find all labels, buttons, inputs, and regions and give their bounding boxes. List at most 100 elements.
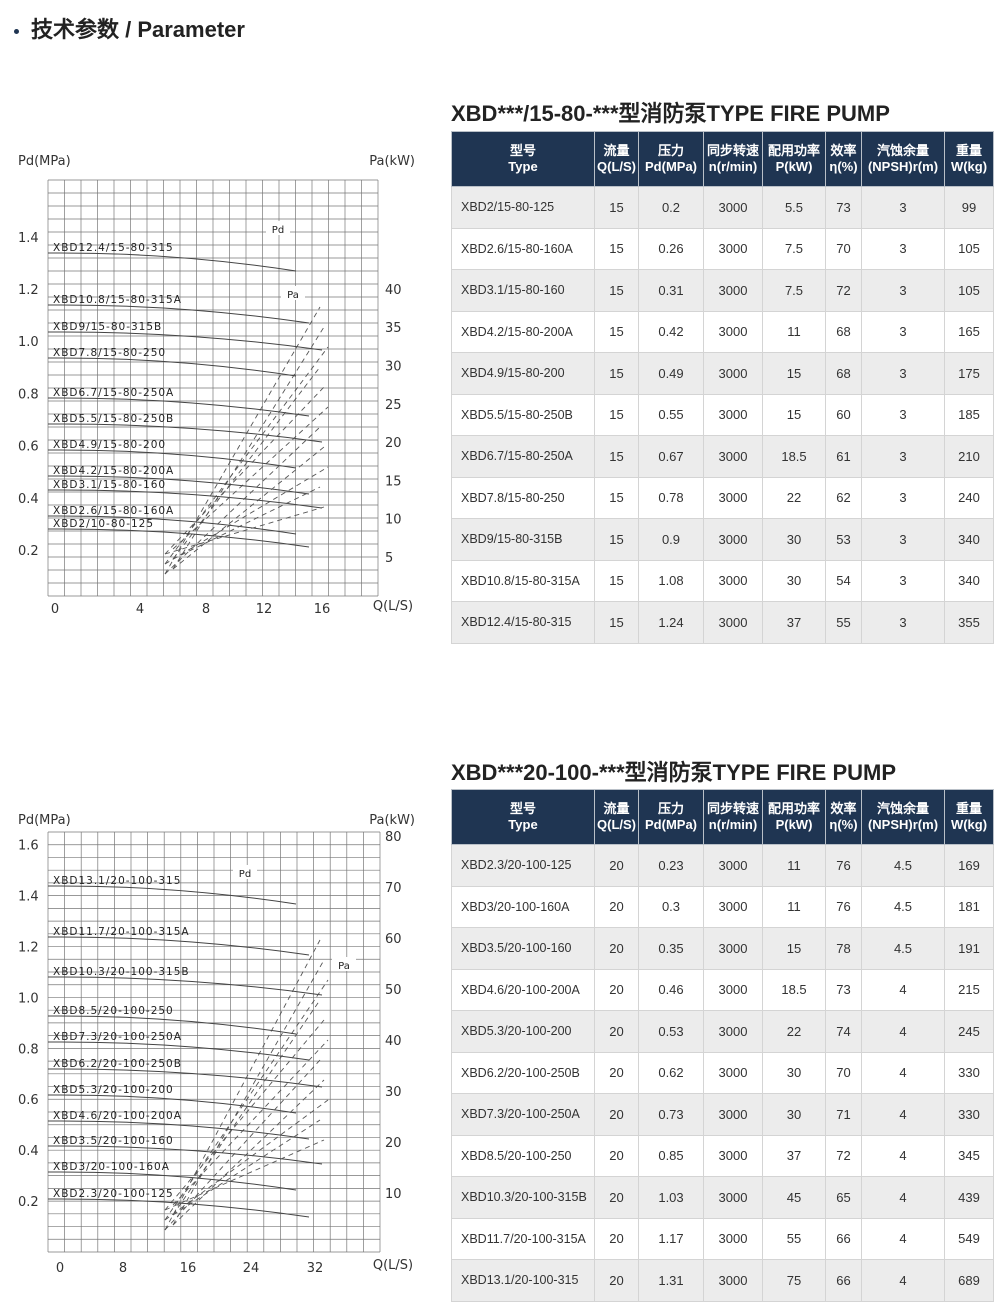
table-cell: 45 bbox=[762, 1176, 826, 1219]
table-cell: 15 bbox=[594, 518, 639, 561]
table-cell: XBD2.3/20-100-125 bbox=[451, 844, 595, 887]
pa-curve bbox=[172, 406, 329, 550]
curve-label: XBD8.5/20-100-250 bbox=[53, 1005, 174, 1017]
table-cell: 0.26 bbox=[638, 227, 704, 270]
table-cell: 3000 bbox=[703, 393, 763, 436]
table-cell: XBD10.3/20-100-315B bbox=[451, 1176, 595, 1219]
curve-label: XBD2.6/15-80-160A bbox=[53, 505, 174, 517]
header-text: 配用功率 bbox=[767, 801, 820, 816]
spec-table: 型号 Type 流量 Q(L/S) 压力 Pd(MPa) 同步转速 n(r/min) 配用功率 P… bbox=[451, 131, 994, 644]
x-tick-label: 0 bbox=[51, 602, 59, 617]
table-cell: 1.08 bbox=[638, 559, 704, 602]
table-cell: 30 bbox=[762, 518, 826, 561]
y-tick-label: 0.2 bbox=[18, 544, 39, 559]
header-text: η(%) bbox=[829, 817, 858, 832]
header-text: Pd(MPa) bbox=[645, 159, 697, 174]
table-cell: 74 bbox=[825, 1010, 862, 1053]
table-cell: 76 bbox=[825, 885, 862, 928]
curve-label: XBD4.6/20-100-200A bbox=[53, 1110, 182, 1122]
x-tick-label: 32 bbox=[307, 1261, 324, 1276]
curve-label: XBD6.7/15-80-250A bbox=[53, 387, 174, 399]
pd-curve bbox=[47, 1015, 297, 1035]
table-cell: 4 bbox=[861, 1217, 945, 1260]
y2-tick-label: 70 bbox=[385, 881, 402, 896]
table-cell: 61 bbox=[825, 435, 862, 478]
table-cell: 4 bbox=[861, 1176, 945, 1219]
table-cell: 3 bbox=[861, 518, 945, 561]
pa-curve bbox=[172, 486, 321, 560]
y2-tick-label: 80 bbox=[385, 830, 402, 845]
table-row: XBD4.2/15-80-200A 15 0.42 3000 11 68 3 165 bbox=[451, 310, 994, 353]
table-cell: 330 bbox=[944, 1051, 994, 1094]
header-cell: 效率 η(%) bbox=[825, 131, 862, 187]
table-cell: 37 bbox=[762, 601, 826, 644]
table-cell: 15 bbox=[594, 559, 639, 602]
curve-label: XBD13.1/20-100-315 bbox=[53, 875, 181, 887]
x-tick-label: 8 bbox=[202, 602, 210, 617]
pa-marker: Pa bbox=[338, 961, 350, 972]
y-axis-label: Pd(MPa) bbox=[18, 154, 71, 169]
header-cell: 流量 Q(L/S) bbox=[594, 789, 639, 845]
table-cell: 165 bbox=[944, 310, 994, 353]
pd-curve bbox=[47, 304, 310, 324]
header-text: (NPSH)r(m) bbox=[867, 817, 939, 832]
header-text: P(kW) bbox=[775, 159, 813, 174]
x-axis-label: Q(L/S) bbox=[373, 1258, 413, 1273]
table-cell: 3000 bbox=[703, 352, 763, 395]
header-cell: 同步转速 n(r/min) bbox=[703, 131, 763, 187]
table-cell: 15 bbox=[762, 352, 826, 395]
table-cell: 1.17 bbox=[638, 1217, 704, 1260]
table-cell: 0.9 bbox=[638, 518, 704, 561]
header-text: P(kW) bbox=[775, 817, 813, 832]
table-row: XBD2.3/20-100-125 20 0.23 3000 11 76 4.5 169 bbox=[451, 844, 994, 887]
header-text: (NPSH)r(m) bbox=[867, 159, 939, 174]
pd-curve bbox=[47, 1094, 297, 1114]
table-cell: 76 bbox=[825, 844, 862, 887]
pd-curve bbox=[47, 528, 310, 548]
table-cell: 3000 bbox=[703, 518, 763, 561]
header-text: 流量 bbox=[603, 143, 630, 158]
table-row: XBD12.4/15-80-315 15 1.24 3000 37 55 3 355 bbox=[451, 601, 994, 644]
curve-label: XBD11.7/20-100-315A bbox=[53, 926, 190, 938]
table-cell: 3000 bbox=[703, 1134, 763, 1177]
table-cell: XBD8.5/20-100-250 bbox=[451, 1134, 595, 1177]
table-cell: 20 bbox=[594, 1217, 639, 1260]
pd-curve bbox=[47, 885, 297, 905]
curve-label: XBD10.3/20-100-315B bbox=[53, 966, 190, 978]
header-text: 重量 bbox=[955, 143, 982, 158]
table-cell: 689 bbox=[944, 1259, 994, 1302]
header-text: 汽蚀余量 bbox=[876, 801, 929, 816]
table-row: XBD3/20-100-160A 20 0.3 3000 11 76 4.5 181 bbox=[451, 885, 994, 928]
table-cell: 53 bbox=[825, 518, 862, 561]
pa-curve bbox=[164, 1059, 321, 1231]
table-cell: 15 bbox=[594, 186, 639, 229]
y-tick-label: 0.8 bbox=[18, 387, 39, 402]
charts: Pd(MPa) Pa(kW) Q(L/S) 0.2 0.4 0.6 0.8 1.0 1.2 1.4… bbox=[18, 154, 415, 1276]
table-cell: 3 bbox=[861, 393, 945, 436]
table-cell: 3000 bbox=[703, 435, 763, 478]
table-cell: 3000 bbox=[703, 227, 763, 270]
table-cell: XBD13.1/20-100-315 bbox=[451, 1259, 595, 1302]
table-cell: XBD2/15-80-125 bbox=[451, 186, 595, 229]
y2-tick-label: 30 bbox=[385, 1085, 402, 1100]
curve-label: XBD3.5/20-100-160 bbox=[53, 1135, 174, 1147]
table-cell: 30 bbox=[762, 1093, 826, 1136]
table-cell: 55 bbox=[825, 601, 862, 644]
table-cell: 240 bbox=[944, 476, 994, 519]
table-row: XBD13.1/20-100-315 20 1.31 3000 75 66 4 689 bbox=[451, 1259, 994, 1302]
y2-axis-label: Pa(kW) bbox=[369, 154, 415, 169]
table-cell: 20 bbox=[594, 844, 639, 887]
header-text: 压力 bbox=[657, 143, 684, 158]
pd-curve bbox=[47, 1171, 297, 1191]
table-row: XBD3.5/20-100-160 20 0.35 3000 15 78 4.5 191 bbox=[451, 927, 994, 970]
table-cell: 3000 bbox=[703, 559, 763, 602]
x-tick-label: 16 bbox=[314, 602, 331, 617]
pd-curve bbox=[47, 331, 323, 351]
table-cell: 185 bbox=[944, 393, 994, 436]
table-cell: 7.5 bbox=[762, 227, 826, 270]
table-cell: 4.5 bbox=[861, 844, 945, 887]
pd-curve bbox=[47, 397, 310, 417]
table-cell: XBD2.6/15-80-160A bbox=[451, 227, 595, 270]
table-cell: 3 bbox=[861, 435, 945, 478]
header-text: 型号 bbox=[509, 801, 536, 816]
